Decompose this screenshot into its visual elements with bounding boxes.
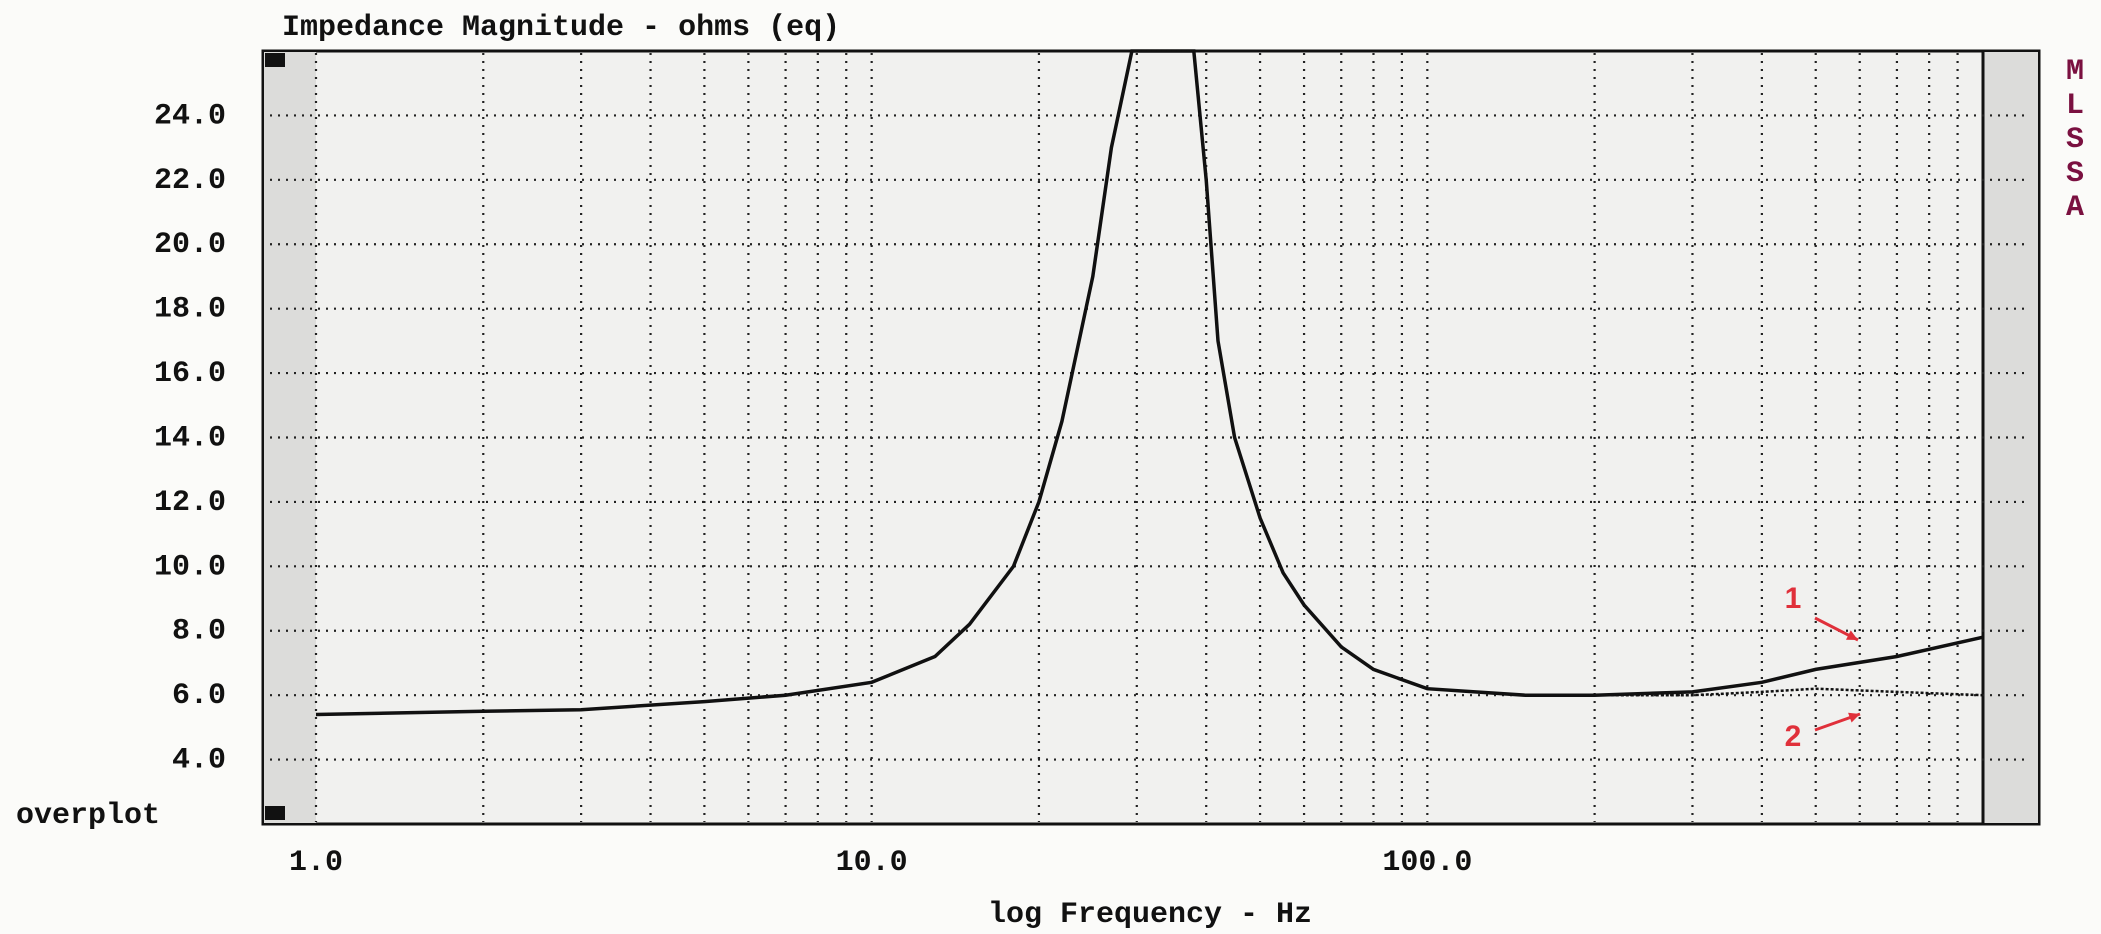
overplot-label: overplot [16,799,160,833]
y-tick-label: 16.0 [154,357,226,391]
annotation-arrowhead [1846,630,1858,640]
series-annotation: 2 [1785,720,1802,753]
x-axis-label: log Frequency - Hz [988,898,1312,932]
y-tick-label: 20.0 [154,228,226,262]
series-annotation: 1 [1785,582,1802,615]
y-tick-label: 24.0 [154,99,226,133]
corner-marker [265,53,285,67]
y-tick-label: 22.0 [154,164,226,198]
x-tick-label: 1.0 [289,846,343,880]
x-tick-label: 100.0 [1382,846,1472,880]
left-panel [264,52,316,823]
corner-marker [265,806,285,820]
y-tick-label: 6.0 [172,679,226,713]
y-tick-label: 8.0 [172,615,226,649]
y-tick-label: 12.0 [154,486,226,520]
right-panel [1983,52,2038,823]
y-tick-label: 4.0 [172,744,226,778]
series-line [315,49,1984,716]
side-label: MLSSA [2058,55,2092,225]
y-tick-label: 18.0 [154,293,226,327]
x-tick-label: 10.0 [836,846,908,880]
annotation-arrowhead [1848,712,1860,723]
y-tick-label: 10.0 [154,550,226,584]
y-tick-label: 14.0 [154,421,226,455]
chart-title: Impedance Magnitude - ohms (eq) [282,11,840,45]
